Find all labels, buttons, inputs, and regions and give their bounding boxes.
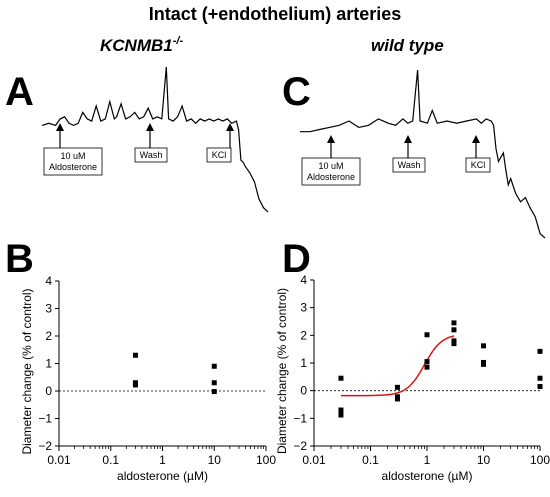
panel-d-data-point [424, 364, 430, 370]
panel-d-y-tick-label: −1 [293, 411, 307, 425]
panel-d-data-point [481, 361, 486, 367]
panel-d-y-tick-label: −2 [293, 439, 307, 453]
panel-a-aldosterone-box [43, 147, 103, 176]
panel-b-x-tick-label: 0.1 [102, 453, 119, 467]
panel-d-fit-curve [341, 335, 455, 397]
panel-d-y-axis-label: Diameter change (% of control) [275, 288, 289, 454]
panel-a-wash-box [134, 147, 168, 163]
panel-c-wash-arrowhead [404, 135, 412, 143]
panel-d-x-tick-label: 10 [477, 453, 491, 467]
panel-c-aldosterone-label-2: Aldosterone [307, 172, 355, 182]
panel-d-x-tick-label: 0.1 [362, 453, 379, 467]
panel-b-y-tick-label: 4 [45, 274, 52, 288]
panel-d-data-point [451, 338, 457, 344]
panel-b-x-tick-label: 1 [159, 453, 166, 467]
left-column-title: KCNMB1-/- [100, 35, 183, 55]
panel-a-aldosterone-label-1: 10 uM [60, 151, 85, 161]
panel-d-data-point [537, 375, 543, 381]
panel-d-x-tick-label: 100 [530, 453, 550, 467]
panel-b-x-tick-label: 0.01 [47, 453, 71, 467]
panel-d-x-tick-label: 0.01 [302, 453, 326, 467]
panel-b-y-axis-label: Diameter change (% of control) [20, 288, 34, 454]
figure-title: Intact (+endothelium) arteries [149, 4, 402, 24]
panel-a-kcl-label: KCl [212, 150, 227, 160]
panel-c-aldosterone-arrowhead [327, 135, 335, 143]
panel-d-data-point [451, 341, 457, 347]
panel-a-aldosterone-arrowhead [56, 123, 64, 131]
panel-b-y-tick-label: 1 [45, 357, 52, 371]
panel-d-scatter-chart: −2 −1 0 1 2 3 4 0.01 0.1 1 10 100 aldosterone (µM) Di… [275, 273, 550, 483]
panel-b-x-axis-label: aldosterone (µM) [117, 469, 208, 483]
panel-letter-d: D [282, 237, 311, 281]
panel-d-data-point [451, 320, 457, 326]
panel-b-data-point [132, 382, 138, 388]
panel-letter-a: A [5, 70, 34, 114]
panel-c-wash-box [392, 157, 426, 173]
panel-b-scatter-chart: −2 −1 0 1 2 3 4 0.01 0.1 1 10 100 aldosterone (µM) Di… [20, 274, 276, 483]
panel-d-data-point [451, 327, 457, 333]
panel-d-y-tick-label: 0 [300, 384, 307, 398]
panel-d-y-tick-label: 4 [300, 273, 307, 287]
panel-a-kcl-arrowhead [226, 123, 234, 131]
panel-a-wash-label: Wash [140, 150, 163, 160]
panel-d-data-point [537, 384, 543, 390]
panel-b-y-tick-label: −2 [38, 439, 52, 453]
panel-a-trace-line [41, 66, 269, 213]
panel-d-data-point [424, 359, 430, 365]
panel-c-wash-label: Wash [398, 160, 421, 170]
panel-d-y-tick-label: 1 [300, 356, 307, 370]
panel-d-data-point [537, 348, 543, 354]
panel-d-x-axis-label: aldosterone (µM) [382, 469, 473, 483]
panel-d-data-point [394, 396, 400, 402]
panel-b-y-tick-label: 0 [45, 384, 52, 398]
panel-letter-b: B [5, 237, 34, 281]
panel-c-trace-chart: 10 uM Aldosterone Wash KCl [300, 69, 546, 239]
panel-c-trace-line [300, 69, 546, 239]
panel-b-y-tick-label: 2 [45, 329, 52, 343]
panel-c-kcl-arrowhead [472, 135, 480, 143]
panel-d-data-point [424, 332, 430, 338]
panel-letter-c: C [282, 70, 311, 114]
panel-b-data-point [211, 389, 217, 395]
panel-a-kcl-box [206, 147, 232, 163]
panel-b-data-point [211, 363, 217, 369]
panel-c-kcl-label: KCl [471, 160, 486, 170]
panel-d-y-tick-label: 3 [300, 301, 307, 315]
panel-c-aldosterone-box [301, 157, 361, 186]
panel-a-aldosterone-label-2: Aldosterone [49, 162, 97, 172]
panel-b-y-tick-label: −1 [38, 412, 52, 426]
panel-d-data-point [481, 343, 486, 349]
left-column-title-main: KCNMB1 [100, 36, 173, 55]
panel-b-data-point [132, 352, 138, 358]
panel-d-data-point [394, 384, 400, 390]
panel-b-x-tick-label: 10 [208, 453, 222, 467]
panel-d-data-point [338, 375, 344, 381]
panel-a-wash-arrowhead [146, 123, 154, 131]
panel-b-x-tick-label: 100 [256, 453, 276, 467]
panel-d-data-point [338, 407, 344, 413]
right-column-title: wild type [371, 36, 444, 55]
panel-a-trace-chart: 10 uM Aldosterone Wash KCl [41, 66, 269, 213]
panel-c-aldosterone-label-1: 10 uM [318, 161, 343, 171]
panel-b-y-tick-label: 3 [45, 302, 52, 316]
panel-d-y-tick-label: 2 [300, 328, 307, 342]
panel-d-x-tick-label: 1 [424, 453, 431, 467]
left-column-title-sup: -/- [173, 35, 184, 47]
panel-d-data-point [338, 412, 344, 418]
panel-b-data-point [211, 380, 217, 386]
panel-c-kcl-box [465, 157, 491, 173]
